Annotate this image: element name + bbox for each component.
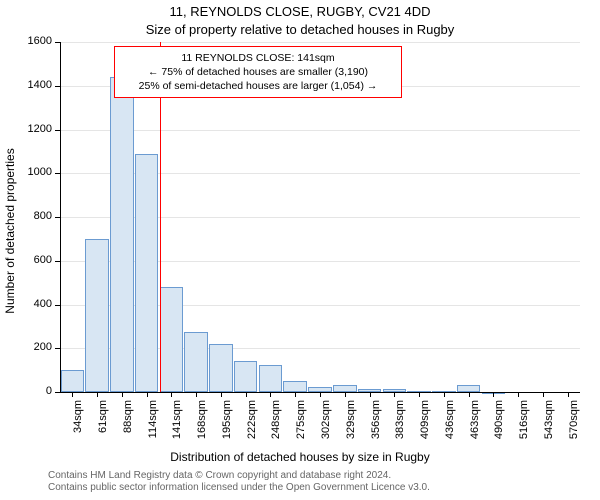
- x-tick-label: 463sqm: [469, 400, 481, 450]
- chart-title-line1: 11, REYNOLDS CLOSE, RUGBY, CV21 4DD: [0, 4, 600, 19]
- footer-line-2: Contains public sector information licen…: [48, 482, 430, 494]
- x-axis-line: [60, 392, 580, 393]
- footer-line-1: Contains HM Land Registry data © Crown c…: [48, 470, 430, 482]
- bar: [259, 365, 283, 392]
- y-tick-label: 1600: [12, 35, 52, 47]
- annotation-line: 11 REYNOLDS CLOSE: 141sqm: [123, 51, 393, 65]
- x-tick-label: 195sqm: [221, 400, 233, 450]
- x-tick-label: 222sqm: [246, 400, 258, 450]
- x-tick-label: 168sqm: [196, 400, 208, 450]
- x-tick-label: 383sqm: [394, 400, 406, 450]
- annotation-line: ← 75% of detached houses are smaller (3,…: [123, 65, 393, 79]
- chart-footer: Contains HM Land Registry data © Crown c…: [48, 470, 430, 494]
- x-tick-label: 114sqm: [147, 400, 159, 450]
- grid-line: [60, 130, 580, 131]
- x-tick-label: 275sqm: [295, 400, 307, 450]
- annotation-line: 25% of semi-detached houses are larger (…: [123, 79, 393, 93]
- x-tick-label: 329sqm: [345, 400, 357, 450]
- x-axis-title: Distribution of detached houses by size …: [0, 450, 600, 464]
- x-tick-label: 409sqm: [419, 400, 431, 450]
- x-tick-label: 570sqm: [568, 400, 580, 450]
- y-tick-label: 0: [12, 385, 52, 397]
- x-tick-label: 490sqm: [493, 400, 505, 450]
- x-tick-label: 34sqm: [72, 400, 84, 450]
- x-tick-label: 302sqm: [320, 400, 332, 450]
- chart-title-line2: Size of property relative to detached ho…: [0, 22, 600, 37]
- x-tick-label: 543sqm: [543, 400, 555, 450]
- x-tick-label: 516sqm: [518, 400, 530, 450]
- grid-line: [60, 42, 580, 43]
- bar: [333, 385, 357, 392]
- bar: [110, 77, 134, 392]
- bar: [61, 370, 85, 392]
- y-tick-label: 1400: [12, 79, 52, 91]
- x-tick-label: 248sqm: [270, 400, 282, 450]
- x-tick-label: 141sqm: [171, 400, 183, 450]
- bar: [160, 287, 184, 392]
- bar: [184, 332, 208, 392]
- bar: [234, 361, 258, 392]
- y-axis-title: Number of detached properties: [3, 31, 17, 431]
- y-tick-label: 1000: [12, 166, 52, 178]
- y-tick-label: 800: [12, 210, 52, 222]
- bar: [209, 344, 233, 392]
- x-tick-label: 436sqm: [444, 400, 456, 450]
- bar: [85, 239, 109, 392]
- x-tick-label: 356sqm: [370, 400, 382, 450]
- y-tick-label: 600: [12, 254, 52, 266]
- y-tick-label: 1200: [12, 123, 52, 135]
- bar: [135, 154, 159, 392]
- y-tick-label: 200: [12, 341, 52, 353]
- x-tick-label: 88sqm: [122, 400, 134, 450]
- bar: [283, 381, 307, 392]
- annotation-box: 11 REYNOLDS CLOSE: 141sqm← 75% of detach…: [114, 46, 402, 98]
- y-tick-label: 400: [12, 298, 52, 310]
- chart-container: 11, REYNOLDS CLOSE, RUGBY, CV21 4DD Size…: [0, 0, 600, 500]
- x-tick-label: 61sqm: [97, 400, 109, 450]
- y-axis-line: [60, 42, 61, 392]
